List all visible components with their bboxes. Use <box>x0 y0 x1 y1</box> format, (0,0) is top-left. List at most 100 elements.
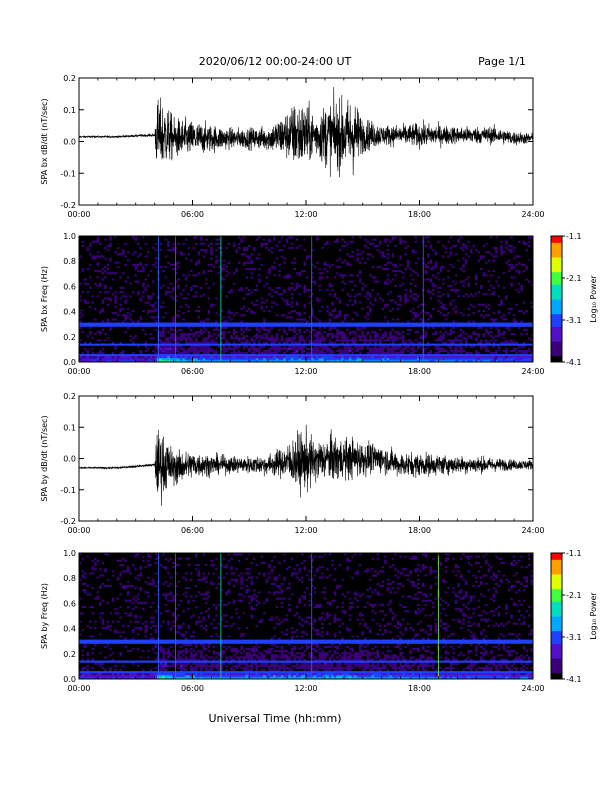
spectrogram-cell <box>142 353 146 357</box>
spectrogram-cell <box>89 349 93 352</box>
spectrogram-cell <box>149 315 153 319</box>
spectrogram-cell <box>116 290 120 294</box>
spectrogram-cell <box>167 294 171 298</box>
spectrogram-cell <box>182 311 186 315</box>
spectrogram-cell <box>96 294 100 298</box>
spectrogram-cell <box>81 359 85 363</box>
spectrogram-cell <box>126 278 130 281</box>
spectrogram-cell <box>139 269 143 273</box>
spectrogram-cell <box>187 284 191 287</box>
spectrogram-cell <box>142 309 146 313</box>
spectrogram-cell <box>167 259 171 262</box>
spectrogram-cell <box>162 345 166 348</box>
spectrogram-cell <box>81 273 85 277</box>
spectrogram-cell <box>131 282 135 285</box>
spectrogram-cell <box>84 357 88 361</box>
spectrogram-cell <box>104 288 108 292</box>
spectrogram-cell <box>96 328 100 331</box>
spectrogram-cell <box>169 317 173 321</box>
spectrogram-cell <box>131 359 135 363</box>
spectrogram-cell <box>104 261 108 264</box>
spectrogram-cell <box>119 307 123 310</box>
spectrogram-cell <box>96 286 100 289</box>
spectrogram-cell <box>104 349 108 352</box>
spectrogram-cell <box>149 252 153 256</box>
spectrogram-cell <box>116 351 120 355</box>
spectrogram-cell <box>167 301 171 304</box>
spectrogram-cell <box>182 294 186 298</box>
spectrogram-cell <box>129 292 133 296</box>
spectrogram-cell <box>187 275 191 279</box>
spectrogram-cell <box>86 317 90 321</box>
spectrogram-cell <box>182 332 186 336</box>
spectrogram-cell <box>121 307 125 310</box>
spectrogram-cell <box>131 309 135 313</box>
spectrogram-cell <box>164 296 168 300</box>
spectrogram-cell <box>149 294 153 298</box>
spectrogram-cell <box>162 261 166 264</box>
spectrogram-cell <box>174 332 178 336</box>
spectrogram-cell <box>124 250 128 254</box>
spectrogram-cell <box>116 349 120 352</box>
spectrogram-cell <box>104 246 108 250</box>
spectrogram-cell <box>109 263 113 266</box>
spectrogram-cell <box>187 324 191 327</box>
spectrogram-cell <box>147 280 151 283</box>
spectrogram-cell <box>84 317 88 321</box>
spectrogram-cell <box>177 275 181 279</box>
spectrogram-cell <box>96 244 100 247</box>
spectrogram-cell <box>99 290 103 294</box>
spectrogram-cell <box>137 242 141 245</box>
spectrogram-cell <box>167 246 171 250</box>
spectrogram-cell <box>116 345 120 348</box>
spectrogram-cell <box>84 353 88 357</box>
spectrogram-cell <box>147 263 151 266</box>
spectrogram-cell <box>104 290 108 294</box>
spectrogram-cell <box>106 324 110 327</box>
spectrogram-cell <box>152 351 156 355</box>
spectrogram-cell <box>187 290 191 294</box>
bx-spectrogram-panel: 00:00 06:00 12:00 18:00 24:000.00.20.40.60.8… <box>40 232 545 376</box>
spectrogram-cell <box>179 294 183 298</box>
spectrogram-cell <box>84 238 88 241</box>
spectrogram-cell <box>179 307 183 310</box>
spectrogram-cell <box>116 326 120 329</box>
spectrogram-cell <box>172 303 176 306</box>
spectrogram-cell <box>147 238 151 241</box>
spectrogram-cell <box>159 271 163 275</box>
spectrogram-cell <box>147 309 151 313</box>
spectrogram-cell <box>116 288 120 292</box>
spectrogram-cell <box>81 267 85 271</box>
spectrogram-cell <box>159 351 163 355</box>
spectrogram-cell <box>137 307 141 310</box>
spectrogram-cell <box>142 338 146 342</box>
spectrogram-cell <box>91 252 95 256</box>
spectrogram-cell <box>172 263 176 266</box>
spectrogram-cell <box>131 267 135 271</box>
spectrogram-cell <box>81 311 85 315</box>
spectrogram-cell <box>189 244 193 247</box>
spectrogram-cell <box>94 311 98 315</box>
spectrogram-cell <box>164 330 168 334</box>
spectrogram-cell <box>167 261 171 264</box>
spectrogram-cell <box>162 242 166 245</box>
spectrogram-cell <box>167 336 171 340</box>
spectrogram-cell <box>91 313 95 317</box>
spectrogram-cell <box>137 244 141 247</box>
spectrogram-cell <box>126 334 130 338</box>
spectrogram-cell <box>144 317 148 321</box>
spectrogram-cell <box>172 278 176 281</box>
spectrogram-cell <box>142 261 146 264</box>
spectrogram-cell <box>172 336 176 340</box>
spectrogram-cell <box>179 240 183 243</box>
spectrogram-cell <box>159 278 163 281</box>
spectrogram-cell <box>189 263 193 266</box>
spectrogram-cell <box>91 296 95 300</box>
spectrogram-cell <box>86 259 90 262</box>
spectrogram-cell <box>91 303 95 306</box>
spectrogram-cell <box>142 236 146 239</box>
spectrogram-cell <box>89 357 93 361</box>
spectrogram-cell <box>159 244 163 247</box>
spectrogram-cell <box>152 345 156 348</box>
spectrogram-cell <box>177 345 181 348</box>
